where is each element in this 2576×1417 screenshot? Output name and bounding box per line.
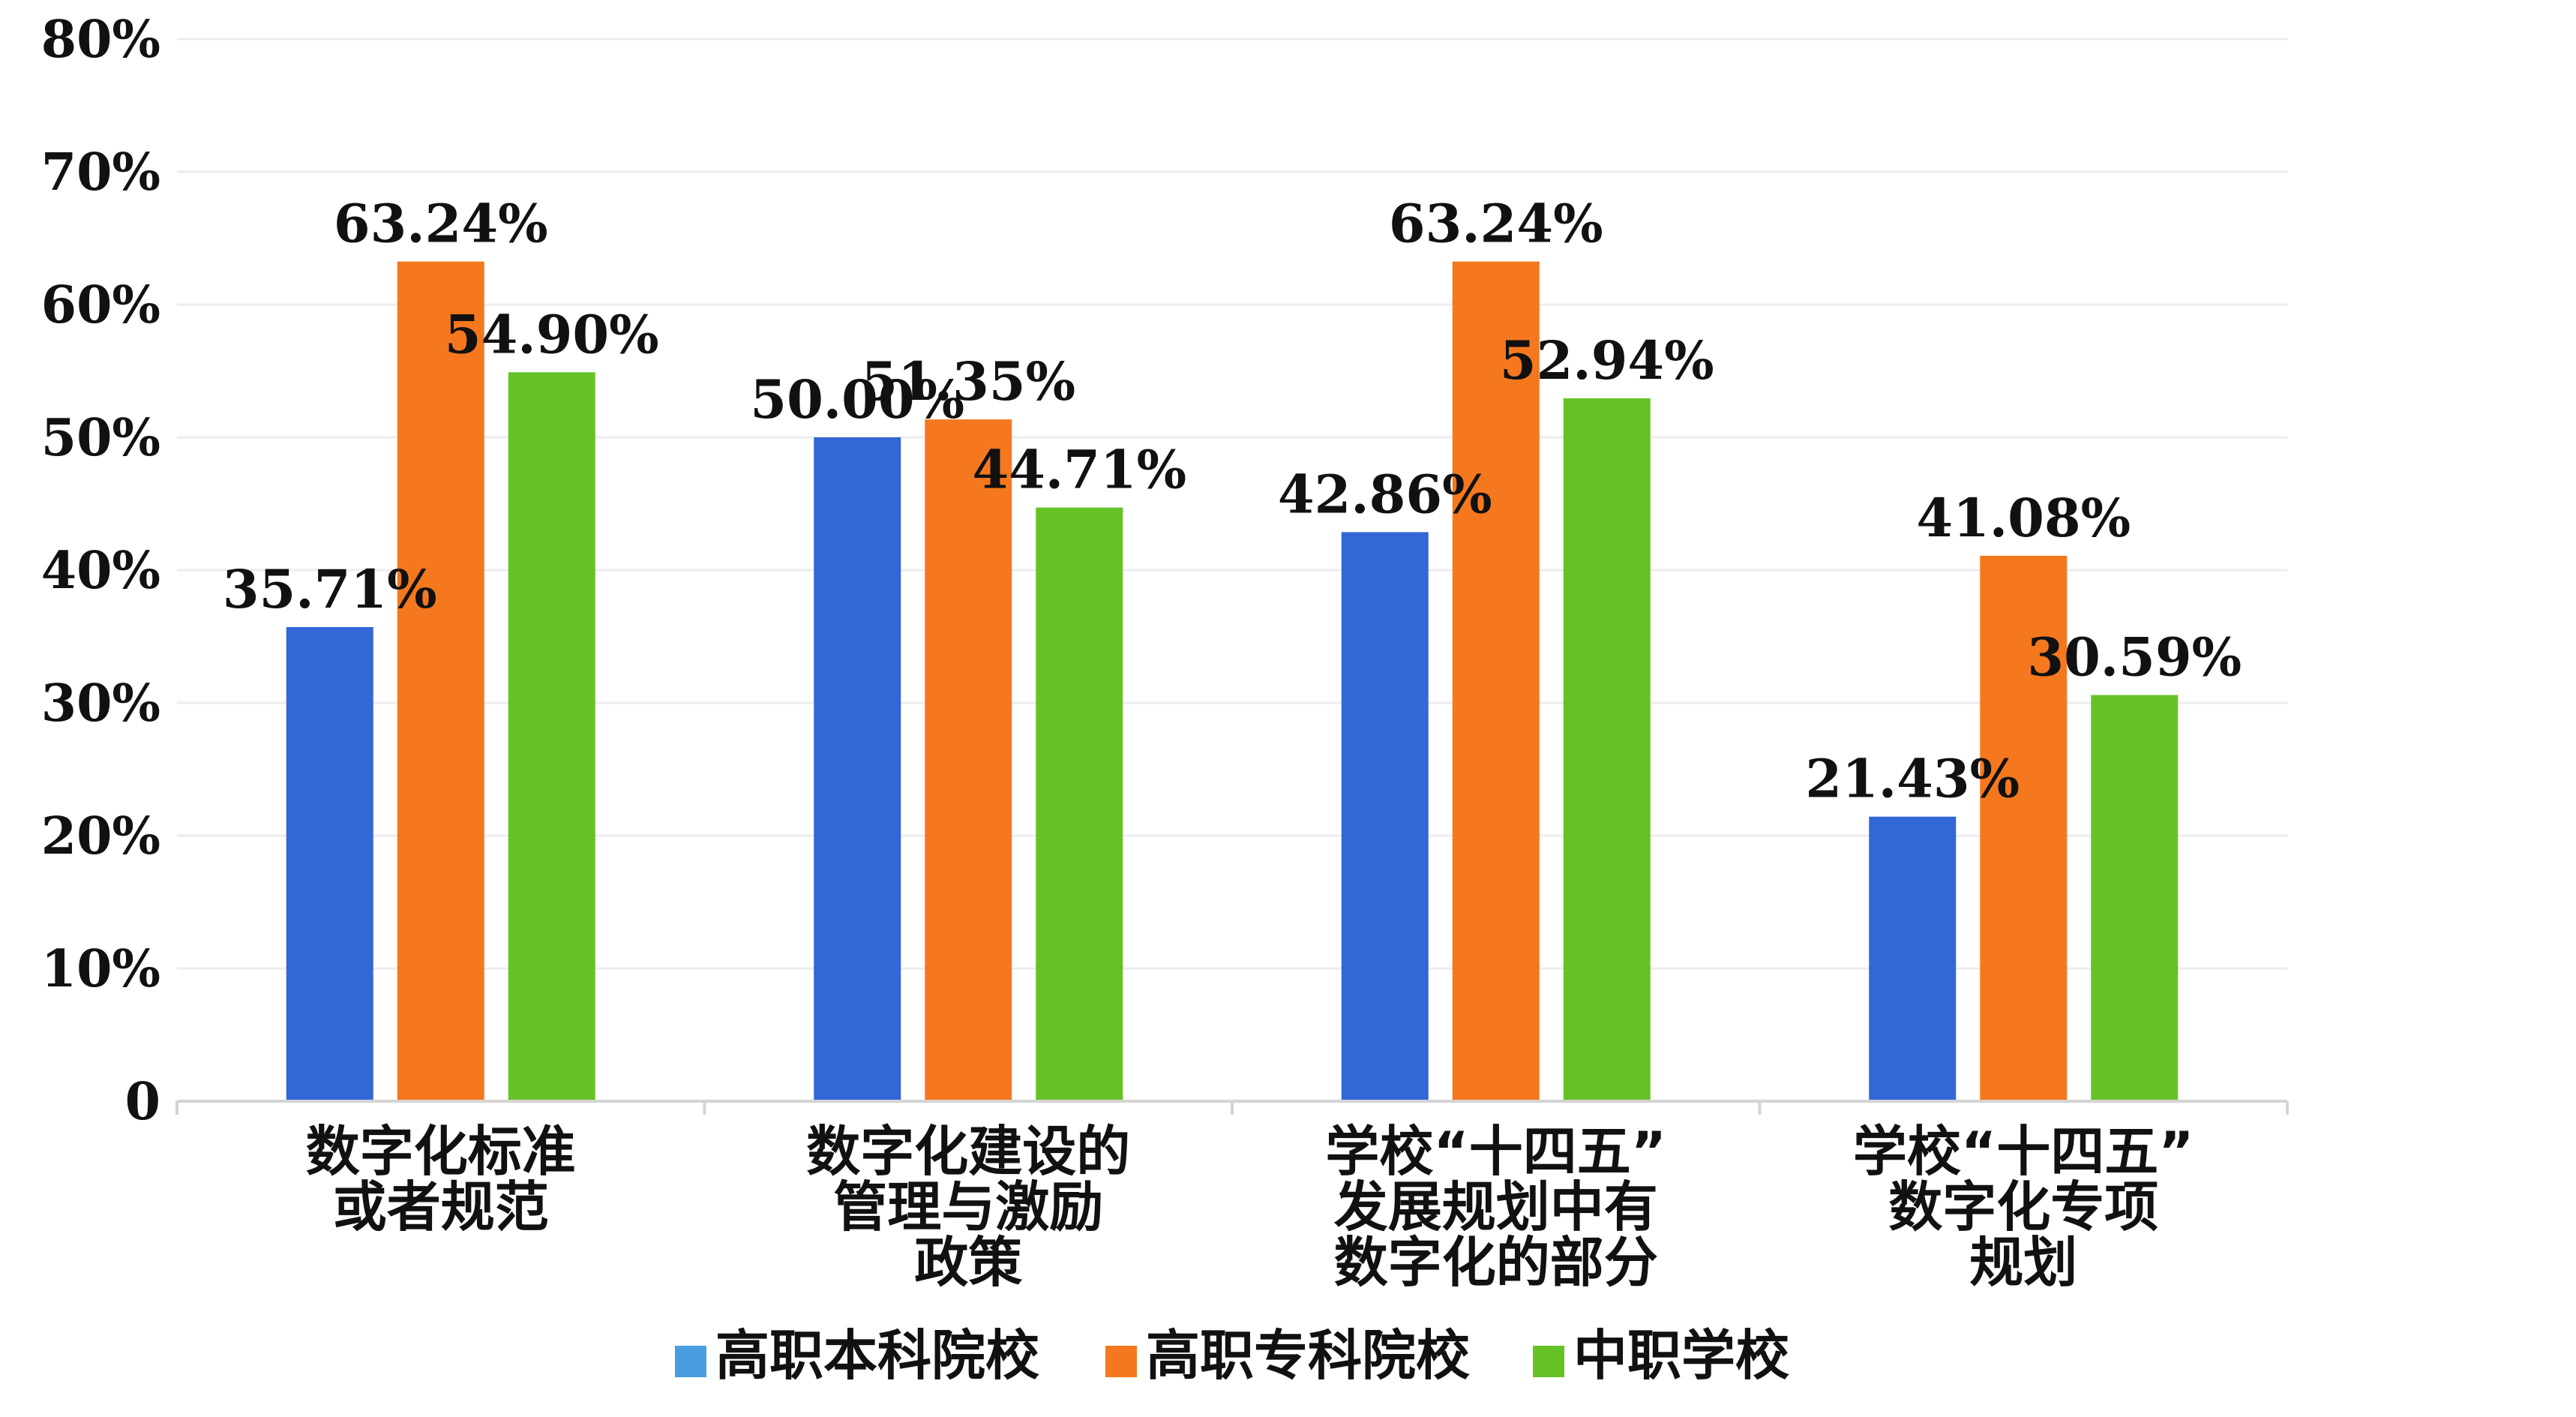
category-label: 政策	[914, 1231, 1022, 1294]
data-label: 63.24%	[1389, 193, 1603, 255]
data-label: 41.08%	[1916, 487, 2131, 549]
category-label: 规划	[1969, 1231, 2077, 1294]
bar	[397, 261, 484, 1102]
x-axis	[175, 1100, 2289, 1115]
category-label: 管理与激励	[833, 1175, 1103, 1238]
data-labels: 35.71% 63.24% 54.90% 50.00%51.35% 44.71% 42.8…	[223, 193, 2242, 810]
bar	[2091, 695, 2179, 1101]
category-label: 发展规划中有	[1334, 1175, 1658, 1238]
y-tick-label: 10%	[41, 939, 160, 999]
data-label: 54.90%	[445, 303, 659, 365]
y-tick-label: 50%	[41, 408, 160, 468]
data-label: 63.24%	[334, 193, 548, 255]
bar	[1036, 507, 1123, 1101]
data-label: 51.35%	[861, 350, 1075, 413]
category-label: 数字化专项	[1888, 1175, 2158, 1238]
bar	[814, 437, 901, 1101]
data-label: 42.86%	[1278, 463, 1492, 525]
legend: 高职本科院校 高职专科院校 中职学校	[675, 1324, 1789, 1387]
y-tick-label: 40%	[41, 541, 160, 601]
category-label: 或者规范	[333, 1175, 549, 1238]
bar	[508, 372, 595, 1101]
bar	[1869, 816, 1957, 1101]
y-tick-label: 30%	[41, 674, 160, 734]
bar	[1980, 555, 2068, 1101]
category-label: 数字化建设的	[806, 1120, 1130, 1183]
data-label: 50.00%	[750, 368, 964, 431]
legend-label: 高职本科院校	[715, 1324, 1039, 1387]
y-tick-label: 80%	[41, 10, 160, 70]
category-label: 学校“十四五”	[1853, 1120, 2194, 1183]
legend-swatch	[675, 1346, 706, 1377]
bar	[286, 626, 373, 1101]
bar	[1341, 532, 1429, 1101]
data-label: 44.71%	[972, 439, 1186, 501]
legend-label: 中职学校	[1573, 1324, 1789, 1387]
bar	[925, 419, 1012, 1101]
data-label: 35.71%	[223, 558, 437, 620]
category-label: 数字化的部分	[1334, 1231, 1658, 1294]
bar	[1563, 398, 1651, 1101]
legend-label: 高职专科院校	[1146, 1324, 1470, 1387]
bars	[286, 261, 2179, 1102]
category-label: 数字化标准	[306, 1120, 576, 1183]
y-tick-label: 0	[125, 1072, 160, 1132]
legend-swatch	[1533, 1346, 1564, 1377]
data-label: 30.59%	[2027, 626, 2242, 689]
y-tick-label: 20%	[41, 806, 160, 866]
category-labels: 数字化标准或者规范数字化建设的管理与激励政策学校“十四五”发展规划中有数字化的部…	[306, 1120, 2194, 1294]
y-axis-ticks: 0 10% 20% 30% 40% 50% 60% 70% 80%	[41, 10, 160, 1132]
y-tick-label: 60%	[41, 275, 160, 335]
data-label: 52.94%	[1500, 329, 1714, 392]
y-tick-label: 70%	[41, 143, 160, 203]
category-label: 学校“十四五”	[1325, 1120, 1666, 1183]
bar	[1452, 261, 1540, 1102]
legend-swatch	[1105, 1346, 1137, 1377]
data-label: 21.43%	[1805, 748, 2020, 810]
